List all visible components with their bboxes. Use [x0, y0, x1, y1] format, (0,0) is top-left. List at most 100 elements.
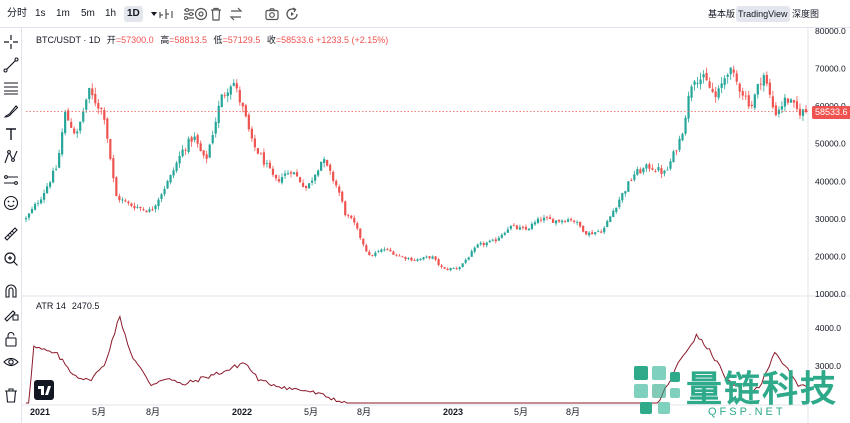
candle-body: [359, 228, 362, 238]
candle-body: [467, 257, 470, 260]
candle-body: [512, 225, 515, 227]
eye-icon[interactable]: [2, 353, 20, 371]
candle-body: [542, 217, 546, 221]
time-axis-label: 5月: [92, 407, 106, 417]
trendline-icon[interactable]: [2, 56, 20, 74]
candle-body: [124, 200, 127, 202]
candle-body: [738, 83, 741, 92]
replay-icon[interactable]: [284, 6, 300, 22]
candle-body: [154, 205, 157, 210]
candle-body: [690, 86, 693, 98]
emoji-icon[interactable]: [2, 194, 20, 212]
candle-body: [368, 251, 371, 256]
candle-body: [434, 256, 437, 260]
candle-body: [545, 217, 549, 219]
zoom-in-icon[interactable]: [2, 250, 20, 268]
price-axis-label: 40000.0: [815, 176, 846, 186]
candle-body: [133, 205, 136, 209]
candle-body: [386, 248, 389, 250]
candle-body: [76, 131, 79, 134]
candle-body: [235, 83, 238, 89]
candle-body: [801, 109, 805, 116]
ruler-lines-icon[interactable]: [2, 171, 20, 189]
caret-down-icon[interactable]: [146, 6, 157, 22]
compare-icon[interactable]: [193, 6, 209, 22]
candle-body: [506, 229, 509, 233]
trash-icon[interactable]: [2, 386, 20, 404]
candle-body: [259, 153, 263, 155]
candle-body: [488, 240, 491, 243]
candle-body: [798, 108, 802, 116]
candle-body: [630, 180, 633, 181]
candle-body: [329, 164, 332, 171]
candle-body: [497, 237, 500, 241]
high-value: =58813.5: [169, 35, 207, 45]
measure-icon[interactable]: [2, 225, 20, 243]
candle-body: [314, 174, 317, 181]
candle-body: [795, 101, 799, 109]
candle-body: [702, 74, 705, 78]
candle-body: [669, 161, 672, 169]
candle-body: [226, 92, 229, 97]
price-axis-label: 50000.0: [815, 139, 846, 149]
candle-body: [24, 218, 28, 220]
magnet-icon[interactable]: [2, 282, 20, 300]
candle-body: [163, 188, 166, 195]
candle-body: [582, 225, 585, 232]
lock-drawing-icon[interactable]: [2, 305, 20, 323]
screenshot-icon[interactable]: [264, 6, 280, 22]
interval-5m[interactable]: 5m: [81, 8, 95, 19]
candle-body: [344, 201, 347, 216]
watermark-text: 量链科技: [686, 368, 839, 409]
candle-body: [485, 242, 488, 246]
candle-body: [115, 177, 118, 197]
candle-body: [82, 111, 85, 122]
candle-body: [392, 251, 395, 255]
candle-body: [563, 221, 567, 223]
candle-body: [756, 84, 759, 95]
indicators-icon[interactable]: [158, 6, 174, 22]
candle-body: [145, 210, 148, 213]
candle-body: [666, 169, 669, 171]
candle-body: [624, 191, 627, 194]
candle-body: [148, 209, 151, 212]
candle-body: [374, 252, 377, 256]
candle-body: [642, 168, 645, 173]
candle-body: [341, 191, 344, 202]
pattern-icon[interactable]: [2, 148, 20, 166]
delete-icon[interactable]: [208, 6, 224, 22]
interval-tick[interactable]: 分时: [7, 8, 27, 19]
candle-body: [30, 209, 34, 213]
candle-body: [759, 83, 762, 85]
candle-body: [509, 225, 512, 229]
interval-1h[interactable]: 1h: [105, 8, 117, 19]
candle-body: [338, 186, 341, 193]
fib-lines-icon[interactable]: [2, 79, 20, 97]
candle-body: [301, 182, 305, 187]
chart-settings-icon[interactable]: [181, 6, 197, 22]
candle-body: [253, 138, 256, 148]
candle-body: [566, 219, 570, 222]
candle-body: [693, 81, 696, 85]
view-depth-tab[interactable]: 深度图: [792, 9, 820, 19]
candle-body: [615, 207, 618, 212]
candle-body: [27, 213, 31, 218]
lock-icon[interactable]: [2, 330, 20, 348]
interval-1m[interactable]: 1m: [56, 8, 70, 19]
interval-1d[interactable]: 1D: [124, 6, 143, 22]
candle-body: [109, 138, 112, 160]
interval-1s[interactable]: 1s: [35, 8, 46, 19]
crosshair-icon[interactable]: [2, 33, 20, 51]
view-tradingview-tab[interactable]: TradingView: [736, 6, 790, 22]
brush-icon[interactable]: [2, 102, 20, 120]
candle-body: [175, 162, 178, 171]
drawing-toolbar: [0, 28, 22, 423]
swap-icon[interactable]: [228, 6, 244, 22]
view-basic-tab[interactable]: 基本版: [708, 9, 736, 19]
candle-body: [449, 268, 452, 271]
candle-body: [618, 199, 621, 208]
candle-body: [323, 159, 326, 164]
candle-body: [723, 78, 726, 85]
text-icon[interactable]: [2, 125, 20, 143]
